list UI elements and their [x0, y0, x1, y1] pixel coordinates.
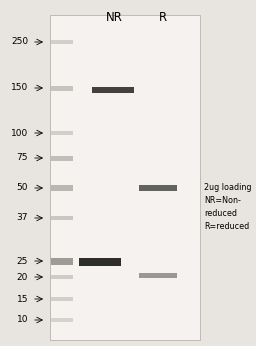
Bar: [51, 275, 73, 279]
Text: 20: 20: [17, 273, 28, 282]
Bar: [51, 185, 73, 191]
Text: 150: 150: [11, 83, 28, 92]
Text: 50: 50: [16, 183, 28, 192]
Bar: [92, 87, 134, 93]
Text: reduced: reduced: [204, 209, 237, 218]
Bar: [51, 257, 73, 264]
Text: 75: 75: [16, 154, 28, 163]
Bar: [139, 185, 177, 191]
Bar: [79, 258, 121, 266]
Bar: [51, 318, 73, 322]
Bar: [51, 297, 73, 301]
Text: 10: 10: [16, 316, 28, 325]
Text: 37: 37: [16, 213, 28, 222]
Text: 15: 15: [16, 294, 28, 303]
Text: NR: NR: [105, 11, 122, 24]
Bar: [50, 15, 200, 340]
Text: NR=Non-: NR=Non-: [204, 196, 241, 205]
Bar: [51, 155, 73, 161]
Bar: [51, 216, 73, 220]
Bar: [51, 40, 73, 44]
Text: R: R: [158, 11, 167, 24]
Text: 25: 25: [17, 256, 28, 265]
Text: 250: 250: [11, 37, 28, 46]
Text: 2ug loading: 2ug loading: [204, 183, 251, 192]
Text: 100: 100: [11, 128, 28, 137]
Bar: [51, 131, 73, 135]
Bar: [139, 273, 177, 277]
Text: R=reduced: R=reduced: [204, 222, 249, 231]
Bar: [51, 85, 73, 91]
